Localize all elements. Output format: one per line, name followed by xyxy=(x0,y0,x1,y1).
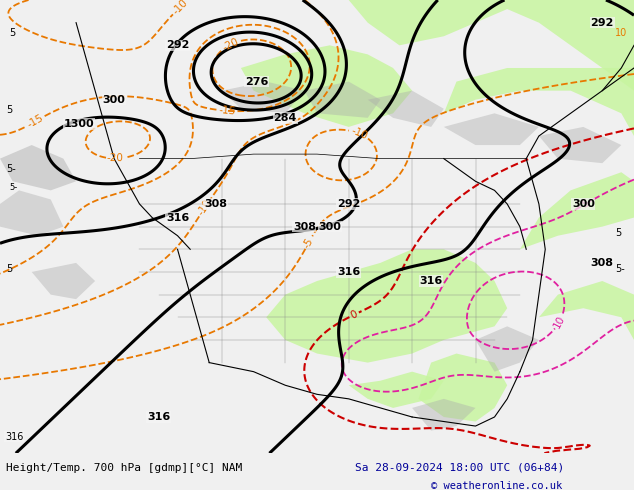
Text: 316: 316 xyxy=(337,267,360,277)
Text: 276: 276 xyxy=(245,76,268,87)
Polygon shape xyxy=(412,399,476,431)
Polygon shape xyxy=(418,354,507,421)
Text: 5: 5 xyxy=(615,228,621,238)
Text: 5-: 5- xyxy=(6,164,16,174)
Text: © weatheronline.co.uk: © weatheronline.co.uk xyxy=(431,481,562,490)
Polygon shape xyxy=(539,281,634,340)
Polygon shape xyxy=(32,263,95,299)
Text: -20: -20 xyxy=(106,153,123,164)
Polygon shape xyxy=(539,127,621,163)
Text: 5: 5 xyxy=(6,264,13,274)
Text: 10: 10 xyxy=(615,28,627,38)
Polygon shape xyxy=(0,145,76,190)
Polygon shape xyxy=(476,326,539,371)
Polygon shape xyxy=(444,113,539,145)
Polygon shape xyxy=(266,249,507,363)
Polygon shape xyxy=(222,81,304,113)
Text: 308: 308 xyxy=(204,199,227,209)
Text: 284: 284 xyxy=(274,113,297,123)
Polygon shape xyxy=(349,0,634,91)
Text: 308: 308 xyxy=(591,258,614,268)
Text: -15: -15 xyxy=(218,105,236,117)
Text: 292: 292 xyxy=(166,40,189,50)
Text: 316: 316 xyxy=(147,412,170,422)
Text: 5: 5 xyxy=(10,28,16,38)
Text: 5-: 5- xyxy=(10,183,18,193)
Text: 10: 10 xyxy=(552,313,567,329)
Text: -10: -10 xyxy=(196,198,214,218)
Polygon shape xyxy=(241,46,412,127)
Text: 5-: 5- xyxy=(615,264,624,274)
Text: -5: -5 xyxy=(302,236,316,249)
Text: -10: -10 xyxy=(171,0,190,17)
Text: 316: 316 xyxy=(5,432,23,441)
Text: 316: 316 xyxy=(420,276,443,286)
Text: 0: 0 xyxy=(349,309,359,320)
Text: 316: 316 xyxy=(166,213,189,222)
Polygon shape xyxy=(304,81,380,118)
Polygon shape xyxy=(368,91,444,127)
Text: 300: 300 xyxy=(318,221,341,232)
Text: -15: -15 xyxy=(25,113,46,130)
Text: 1300: 1300 xyxy=(63,119,94,129)
Text: -10: -10 xyxy=(349,125,369,141)
Polygon shape xyxy=(520,172,634,249)
Polygon shape xyxy=(444,68,634,136)
Text: -20: -20 xyxy=(221,36,241,52)
Polygon shape xyxy=(0,190,63,236)
Text: 308: 308 xyxy=(293,221,316,232)
Text: Sa 28-09-2024 18:00 UTC (06+84): Sa 28-09-2024 18:00 UTC (06+84) xyxy=(355,463,564,473)
Polygon shape xyxy=(349,371,444,408)
Text: 5: 5 xyxy=(6,105,13,115)
Text: 300: 300 xyxy=(103,95,126,105)
Text: 5: 5 xyxy=(580,198,591,210)
Text: 292: 292 xyxy=(591,18,614,27)
Text: 300: 300 xyxy=(572,199,595,209)
Text: 292: 292 xyxy=(337,199,360,209)
Text: Height/Temp. 700 hPa [gdmp][°C] NAM: Height/Temp. 700 hPa [gdmp][°C] NAM xyxy=(6,463,243,473)
